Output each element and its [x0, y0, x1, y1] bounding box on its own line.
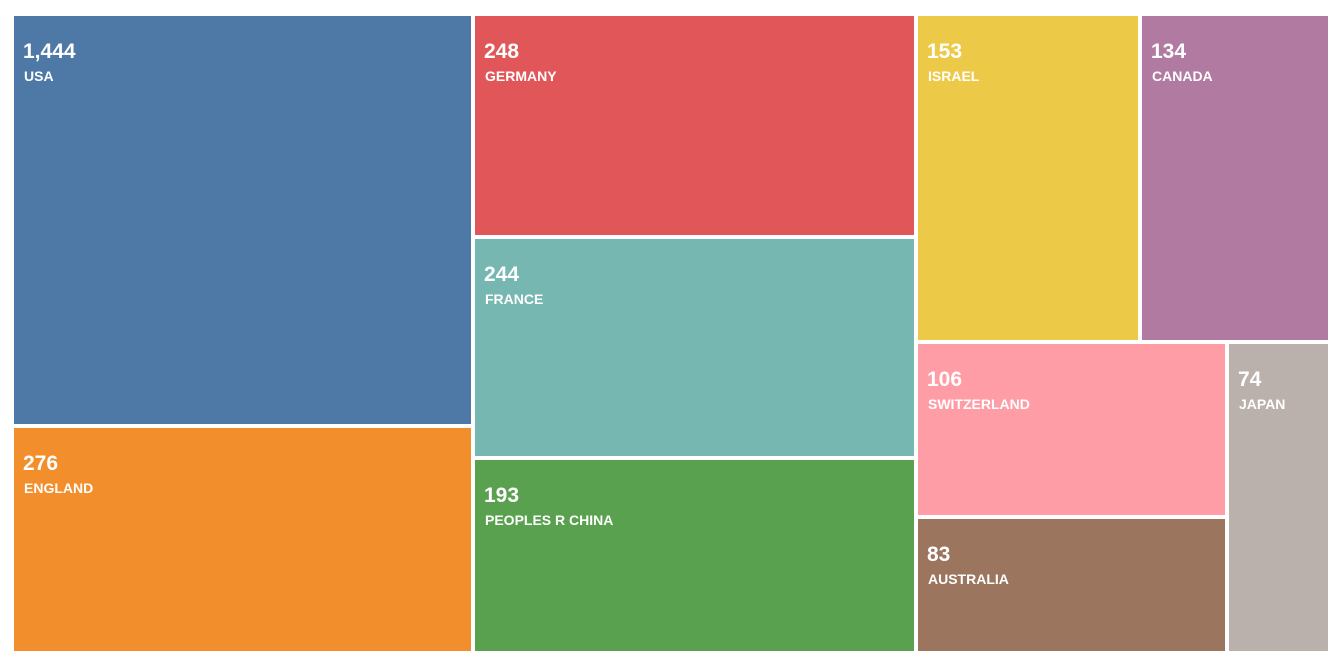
tile-canada[interactable]: 134 CANADA: [1142, 16, 1328, 340]
tile-usa[interactable]: 1,444 USA: [14, 16, 471, 424]
tile-label: CANADA: [1152, 68, 1213, 84]
tile-value: 74: [1238, 368, 1262, 391]
tile-peoples-r-china[interactable]: 193 PEOPLES R CHINA: [475, 460, 914, 651]
tile-value: 134: [1151, 40, 1187, 63]
tile-label: GERMANY: [485, 68, 557, 84]
tile-value: 193: [484, 484, 520, 507]
tile-australia[interactable]: 83 AUSTRALIA: [918, 519, 1225, 651]
tile-value: 83: [927, 543, 951, 566]
tile-england[interactable]: 276 ENGLAND: [14, 428, 471, 651]
tile-value: 276: [23, 452, 59, 475]
tile-switzerland[interactable]: 106 SWITZERLAND: [918, 344, 1225, 515]
tile-label: JAPAN: [1239, 396, 1286, 412]
tile-israel[interactable]: 153 ISRAEL: [918, 16, 1138, 340]
tile-value: 244: [484, 263, 520, 286]
tile-label: PEOPLES R CHINA: [485, 512, 614, 528]
tile-value: 248: [484, 40, 520, 63]
tile-label: ENGLAND: [24, 480, 94, 496]
tile-france[interactable]: 244 FRANCE: [475, 239, 914, 456]
tile-label: USA: [24, 68, 54, 84]
tile-label: FRANCE: [485, 291, 544, 307]
tile-germany[interactable]: 248 GERMANY: [475, 16, 914, 235]
tile-japan[interactable]: 74 JAPAN: [1229, 344, 1328, 651]
tile-label: SWITZERLAND: [928, 396, 1030, 412]
tile-label: ISRAEL: [928, 68, 980, 84]
tile-value: 153: [927, 40, 963, 63]
tile-value: 106: [927, 368, 963, 391]
tile-value: 1,444: [23, 40, 76, 63]
tile-label: AUSTRALIA: [928, 571, 1009, 587]
